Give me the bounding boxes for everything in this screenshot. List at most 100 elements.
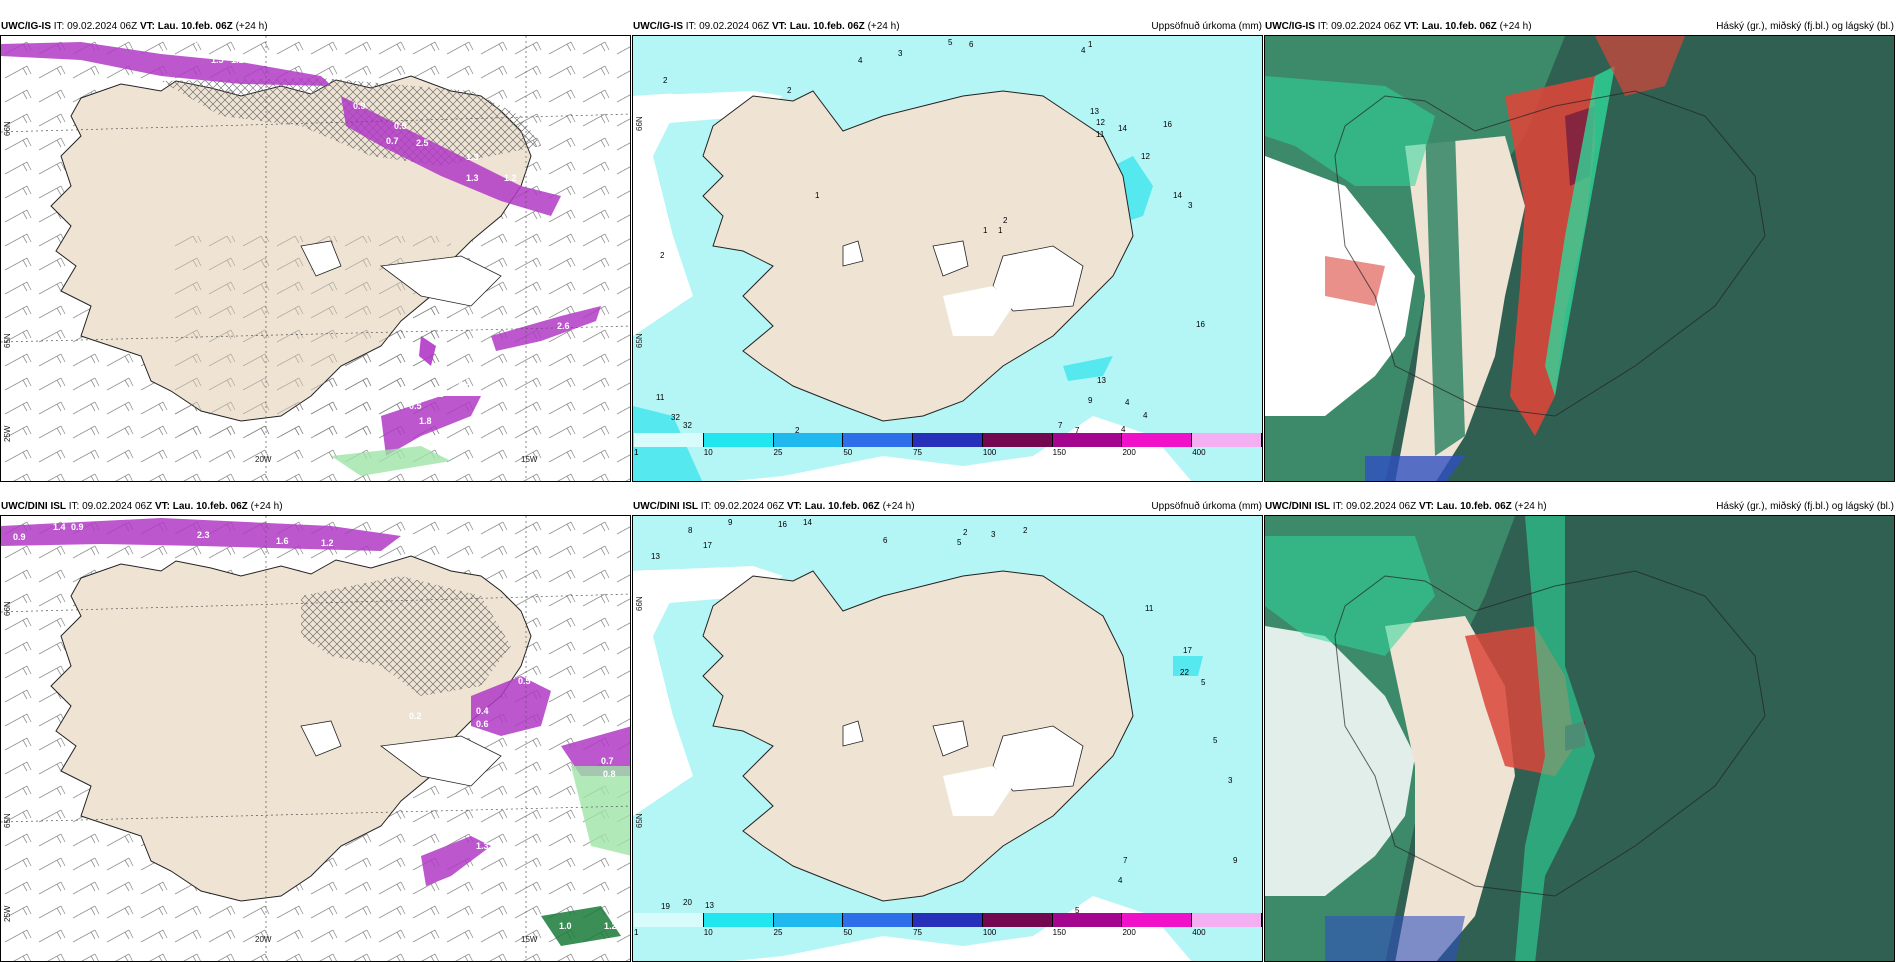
- precip-value: 13: [1090, 107, 1099, 116]
- precip-value: 5: [948, 38, 953, 47]
- precip-value: 1.0: [559, 921, 572, 931]
- it-value: 09.02.2024 06Z: [714, 501, 785, 512]
- precip-value: 3: [1188, 201, 1193, 210]
- it-label: IT:: [1317, 21, 1329, 32]
- vt-value: Lau. 10.feb. 06Z: [1436, 501, 1512, 512]
- colorbar-swatch: [982, 433, 1053, 447]
- colorbar-tick-label: 100: [982, 448, 997, 457]
- it-value: 09.02.2024 06Z: [82, 501, 153, 512]
- vt-label: VT:: [1403, 21, 1419, 32]
- colorbar-tick-label: 1: [634, 448, 639, 457]
- precip-value: 1.4: [53, 522, 66, 532]
- it-label: IT:: [1332, 501, 1344, 512]
- model-name: UWC/IG-IS: [1265, 21, 1315, 32]
- top-left-header: UWC/IG-IS IT: 09.02.2024 06Z VT: Lau. 10…: [1, 20, 268, 34]
- precip-value: 0.6: [476, 719, 489, 729]
- precip-value: 2: [663, 76, 668, 85]
- precip-value: 7: [1123, 856, 1128, 865]
- colorbar-tick-label: 150: [1052, 448, 1067, 457]
- it-value: 09.02.2024 06Z: [1331, 21, 1402, 32]
- it-label: IT:: [685, 21, 697, 32]
- colorbar-swatch: [843, 913, 914, 927]
- precip-value: 4.1: [458, 377, 471, 387]
- colorbar-swatch: [1052, 913, 1123, 927]
- vt-label: VT:: [139, 21, 155, 32]
- precip-value: 0.7: [601, 756, 614, 766]
- colorbar-tick-label: 400: [1192, 928, 1206, 937]
- precip-value: 9: [1088, 396, 1093, 405]
- colorbar-tick-label: 100: [982, 928, 997, 937]
- precip-value: 0.5: [409, 401, 422, 411]
- precip-value: 0.9: [353, 101, 366, 111]
- precip-value: 1.3: [466, 173, 479, 183]
- precip-value: 19: [661, 902, 670, 911]
- precip-value: 1.2: [321, 538, 334, 548]
- precip-value: 22: [1180, 668, 1189, 677]
- precip-value: 11: [1145, 604, 1154, 613]
- colorbar: 1 10 25 50 75 100 150 200 400: [634, 433, 1262, 457]
- colorbar-tick-label: 50: [843, 448, 853, 457]
- precip-value: 4: [1143, 411, 1148, 420]
- lat-label-65n: 65N: [635, 333, 644, 348]
- colorbar-swatch: [703, 913, 774, 927]
- vt-value: Lau. 10.feb. 06Z: [1421, 21, 1497, 32]
- top-middle-header: UWC/IG-IS IT: 09.02.2024 06Z VT: Lau. 10…: [633, 20, 900, 34]
- precip-title: Uppsöfnuð úrkoma (mm): [1151, 21, 1262, 32]
- precip-value: 0.2: [409, 711, 422, 721]
- colorbar-tick-label: 50: [843, 928, 853, 937]
- vt-label: VT:: [154, 501, 170, 512]
- precip-value: 14: [1118, 124, 1127, 133]
- colorbar-swatch: [703, 433, 774, 447]
- lat-label-25w: 25W: [3, 905, 12, 922]
- vt-label: VT:: [771, 21, 787, 32]
- colorbar-tick-label: 1: [634, 928, 639, 937]
- precip-value: 2: [787, 86, 792, 95]
- lead-time: (+24 h): [1514, 501, 1547, 512]
- precip-value: 4: [1118, 876, 1123, 885]
- colorbar-tick-label: 25: [773, 928, 783, 937]
- precip-value: 20: [683, 898, 692, 907]
- precip-value: 4: [1125, 398, 1130, 407]
- it-value: 09.02.2024 06Z: [1346, 501, 1417, 512]
- precip-value: 2.3: [197, 530, 210, 540]
- colorbar-swatch: [1052, 433, 1123, 447]
- colorbar-swatch: [913, 913, 983, 927]
- precip-value: 0.7: [386, 136, 399, 146]
- precip-value: 14: [1173, 191, 1182, 200]
- precip-value: 32: [683, 421, 692, 430]
- colorbar-tick-label: 10: [703, 448, 713, 457]
- bottom-right-header: UWC/DINI ISL IT: 09.02.2024 06Z VT: Lau.…: [1265, 500, 1547, 514]
- lead-time: (+24 h): [882, 501, 915, 512]
- colorbar-swatch: [1122, 433, 1193, 447]
- precip-value: 11: [1096, 130, 1105, 139]
- cloud-title: Háský (gr.), miðský (fj.bl.) og lágský (…: [1716, 21, 1894, 32]
- precip-value: 13: [705, 901, 714, 910]
- precip-value: 0.5: [394, 121, 407, 131]
- lon-label-20w: 20W: [255, 455, 272, 464]
- colorbar: 1 10 25 50 75 100 150 200 400: [634, 913, 1262, 937]
- precip-value: 4: [1121, 425, 1126, 434]
- precip-value: 1.5: [211, 55, 224, 65]
- colorbar-swatch: [773, 913, 844, 927]
- cloud-map-bottom: [1264, 515, 1895, 962]
- precip-value: 2: [1023, 526, 1028, 535]
- precip-value: 1.1: [231, 55, 244, 65]
- precip-value: 3: [991, 530, 996, 539]
- colorbar-swatch: [1192, 913, 1262, 927]
- precip-value: 0.8: [603, 769, 616, 779]
- model-name: UWC/IG-IS: [1, 21, 51, 32]
- precip-value: 0.3: [194, 36, 207, 46]
- precip-value: 3.2: [431, 389, 444, 399]
- precip-value: 7: [1075, 426, 1080, 435]
- colorbar-tick-label: 150: [1052, 928, 1067, 937]
- precip-value: 17: [703, 541, 712, 550]
- precip-value: 1: [815, 191, 820, 200]
- colorbar-tick-label: 75: [913, 448, 923, 457]
- lon-label-15w: 15W: [521, 455, 538, 464]
- lead-time: (+24 h): [1499, 21, 1532, 32]
- precip-value: 1.2: [604, 921, 617, 931]
- it-label: IT:: [700, 501, 712, 512]
- precip-value: 12: [1141, 152, 1150, 161]
- colorbar-swatch: [773, 433, 844, 447]
- lat-label-65n: 65N: [3, 813, 12, 828]
